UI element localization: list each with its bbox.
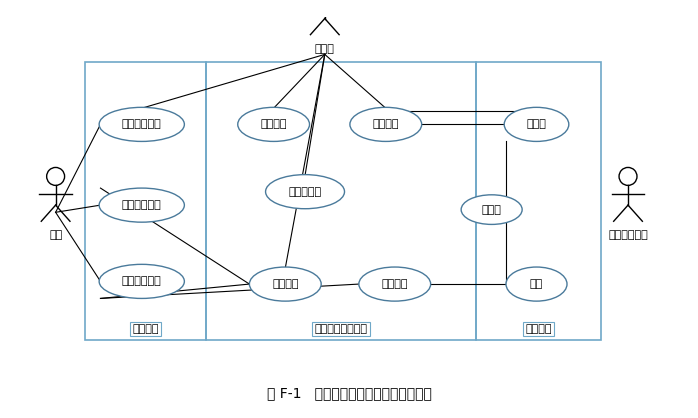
Text: 收集数据: 收集数据	[382, 279, 408, 289]
Text: 管理传感器: 管理传感器	[288, 187, 322, 196]
Text: 聚合数据: 聚合数据	[272, 279, 299, 289]
Ellipse shape	[504, 107, 569, 141]
Text: 搜索聚合数据: 搜索聚合数据	[122, 200, 162, 210]
Ellipse shape	[99, 264, 184, 298]
Text: 数据聚合和匿名化: 数据聚合和匿名化	[314, 324, 367, 334]
Text: 集中器: 集中器	[315, 43, 335, 54]
Text: 搜索特殊数据: 搜索特殊数据	[122, 120, 162, 130]
Bar	[207, 61, 475, 340]
Text: 传感器供应商: 传感器供应商	[608, 230, 648, 240]
Ellipse shape	[359, 267, 431, 301]
Text: 搜集数据: 搜集数据	[260, 120, 287, 130]
Ellipse shape	[99, 107, 184, 141]
Ellipse shape	[238, 107, 309, 141]
Text: 数据使用: 数据使用	[133, 324, 159, 334]
Ellipse shape	[350, 107, 422, 141]
Ellipse shape	[506, 267, 567, 301]
Text: 本地数据: 本地数据	[525, 324, 551, 334]
Text: 用户: 用户	[49, 230, 62, 240]
Ellipse shape	[461, 195, 522, 224]
Text: 身份: 身份	[530, 279, 543, 289]
Bar	[475, 61, 601, 340]
Bar	[85, 61, 207, 340]
Text: 图 F-1   社会传感器服务的用例和参与者: 图 F-1 社会传感器服务的用例和参与者	[267, 386, 431, 400]
Text: 搜索用户目录: 搜索用户目录	[122, 276, 162, 286]
Ellipse shape	[265, 175, 345, 209]
Ellipse shape	[99, 188, 184, 222]
Text: 用户目录: 用户目录	[373, 120, 399, 130]
Text: 匿名化: 匿名化	[482, 205, 502, 214]
Text: 传感器: 传感器	[526, 120, 547, 130]
Ellipse shape	[249, 267, 321, 301]
